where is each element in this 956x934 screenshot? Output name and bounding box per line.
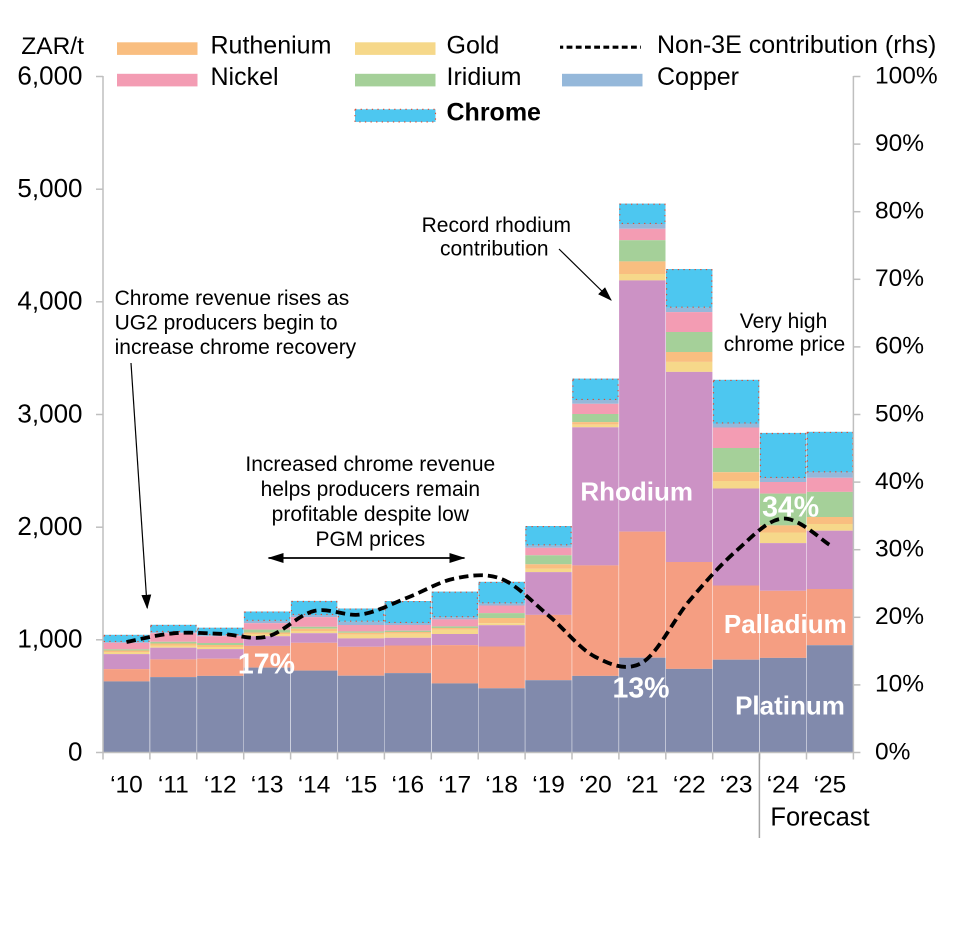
svg-text:5,000: 5,000 bbox=[17, 173, 82, 203]
svg-text:Chrome revenue rises as: Chrome revenue rises as bbox=[115, 287, 350, 310]
svg-text:50%: 50% bbox=[875, 400, 924, 427]
svg-text:Copper: Copper bbox=[657, 63, 739, 91]
svg-text:Ruthenium: Ruthenium bbox=[211, 32, 332, 60]
svg-text:ZAR/t: ZAR/t bbox=[21, 33, 84, 60]
svg-text:Very high: Very high bbox=[740, 310, 828, 333]
svg-text:‘18: ‘18 bbox=[485, 771, 518, 798]
svg-text:‘12: ‘12 bbox=[204, 771, 237, 798]
svg-text:‘24: ‘24 bbox=[767, 771, 800, 798]
svg-text:100%: 100% bbox=[875, 62, 938, 89]
svg-text:Iridium: Iridium bbox=[447, 63, 522, 91]
svg-text:Rhodium: Rhodium bbox=[580, 477, 693, 507]
svg-text:1,000: 1,000 bbox=[17, 624, 82, 654]
svg-text:helps producers remain: helps producers remain bbox=[261, 478, 480, 501]
svg-text:Gold: Gold bbox=[447, 32, 500, 60]
svg-text:‘20: ‘20 bbox=[579, 771, 612, 798]
svg-text:‘15: ‘15 bbox=[345, 771, 378, 798]
svg-text:‘23: ‘23 bbox=[720, 771, 753, 798]
svg-text:‘19: ‘19 bbox=[532, 771, 565, 798]
svg-text:34%: 34% bbox=[762, 492, 819, 524]
svg-text:increase chrome recovery: increase chrome recovery bbox=[115, 336, 357, 359]
svg-text:Palladium: Palladium bbox=[724, 609, 847, 639]
svg-text:10%: 10% bbox=[875, 671, 924, 698]
svg-text:Chrome: Chrome bbox=[447, 99, 542, 127]
svg-text:PGM prices: PGM prices bbox=[315, 528, 425, 551]
svg-text:‘14: ‘14 bbox=[298, 771, 331, 798]
svg-text:13%: 13% bbox=[612, 673, 669, 705]
svg-text:‘13: ‘13 bbox=[251, 771, 284, 798]
svg-text:‘16: ‘16 bbox=[391, 771, 424, 798]
svg-text:30%: 30% bbox=[875, 536, 924, 563]
svg-text:0%: 0% bbox=[875, 738, 910, 765]
svg-text:17%: 17% bbox=[238, 649, 295, 681]
svg-text:‘11: ‘11 bbox=[158, 771, 189, 798]
svg-text:UG2 producers begin to: UG2 producers begin to bbox=[115, 312, 338, 335]
svg-text:Platinum: Platinum bbox=[735, 690, 845, 720]
svg-text:40%: 40% bbox=[875, 468, 924, 495]
svg-text:90%: 90% bbox=[875, 130, 924, 157]
svg-text:Nickel: Nickel bbox=[211, 63, 279, 91]
svg-text:80%: 80% bbox=[875, 198, 924, 225]
svg-text:‘25: ‘25 bbox=[814, 771, 847, 798]
svg-text:20%: 20% bbox=[875, 603, 924, 630]
svg-text:4,000: 4,000 bbox=[17, 286, 82, 316]
svg-text:2,000: 2,000 bbox=[17, 511, 82, 541]
svg-text:Non-3E contribution (rhs): Non-3E contribution (rhs) bbox=[657, 31, 936, 59]
svg-text:70%: 70% bbox=[875, 265, 924, 292]
svg-text:profitable despite low: profitable despite low bbox=[272, 503, 470, 526]
svg-text:Forecast: Forecast bbox=[770, 803, 869, 831]
svg-text:0: 0 bbox=[68, 736, 82, 766]
svg-text:60%: 60% bbox=[875, 333, 924, 360]
svg-text:‘17: ‘17 bbox=[438, 771, 471, 798]
svg-text:‘22: ‘22 bbox=[673, 771, 706, 798]
svg-text:3,000: 3,000 bbox=[17, 398, 82, 428]
svg-text:6,000: 6,000 bbox=[17, 60, 82, 90]
svg-text:Increased chrome revenue: Increased chrome revenue bbox=[245, 453, 495, 476]
svg-text:‘21: ‘21 bbox=[626, 771, 659, 798]
svg-text:contribution: contribution bbox=[440, 238, 549, 261]
svg-text:chrome price: chrome price bbox=[724, 333, 845, 356]
svg-text:Record rhodium: Record rhodium bbox=[422, 214, 571, 237]
svg-text:‘10: ‘10 bbox=[110, 771, 143, 798]
